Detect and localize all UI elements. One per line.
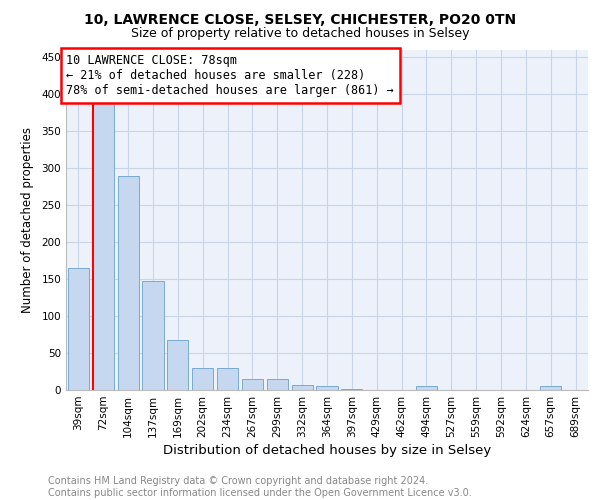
Bar	[316, 386, 338, 390]
Bar	[292, 385, 313, 390]
Bar	[416, 386, 437, 390]
Bar	[167, 340, 188, 390]
Y-axis label: Number of detached properties: Number of detached properties	[22, 127, 34, 313]
Bar	[68, 268, 89, 390]
X-axis label: Distribution of detached houses by size in Selsey: Distribution of detached houses by size …	[163, 444, 491, 457]
Text: 10, LAWRENCE CLOSE, SELSEY, CHICHESTER, PO20 0TN: 10, LAWRENCE CLOSE, SELSEY, CHICHESTER, …	[84, 12, 516, 26]
Bar	[242, 379, 263, 390]
Text: Size of property relative to detached houses in Selsey: Size of property relative to detached ho…	[131, 28, 469, 40]
Bar	[267, 379, 288, 390]
Bar	[118, 176, 139, 390]
Bar	[142, 280, 164, 390]
Text: 10 LAWRENCE CLOSE: 78sqm
← 21% of detached houses are smaller (228)
78% of semi-: 10 LAWRENCE CLOSE: 78sqm ← 21% of detach…	[67, 54, 394, 96]
Bar	[540, 386, 561, 390]
Bar	[341, 388, 362, 390]
Bar	[217, 368, 238, 390]
Text: Contains HM Land Registry data © Crown copyright and database right 2024.
Contai: Contains HM Land Registry data © Crown c…	[48, 476, 472, 498]
Bar	[93, 102, 114, 390]
Bar	[192, 368, 213, 390]
